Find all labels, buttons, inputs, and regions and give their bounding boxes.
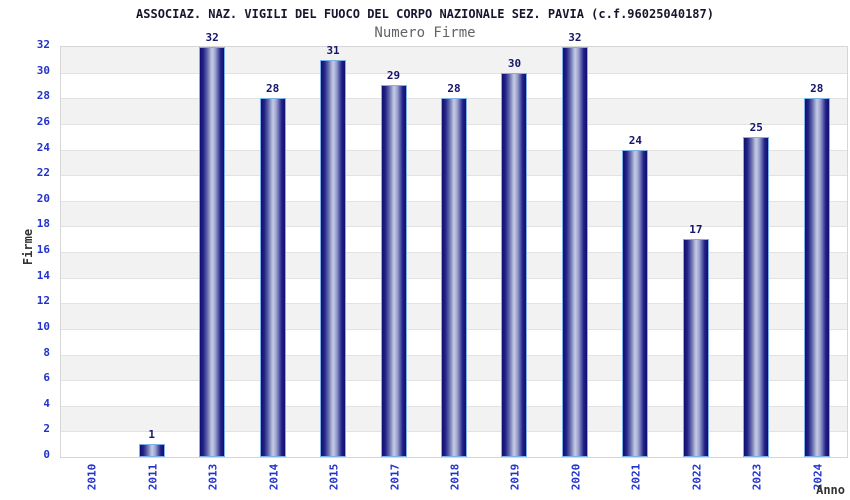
bar-2020 [561, 47, 588, 457]
chart-subtitle: Numero Firme [374, 25, 476, 41]
y-tick-label: 14 [36, 268, 50, 282]
y-tick-label: 20 [36, 191, 50, 205]
y-tick-label: 24 [36, 140, 50, 154]
plot-band [61, 72, 847, 99]
x-tick-label: 2018 [448, 463, 462, 491]
bar-value-label: 28 [447, 82, 461, 96]
bar-2017 [380, 85, 407, 457]
y-tick-label: 18 [36, 217, 50, 231]
y-tick-label: 30 [36, 63, 50, 77]
bar-2022 [682, 239, 709, 457]
x-tick-label: 2014 [267, 463, 281, 491]
y-tick-label: 4 [43, 396, 50, 410]
y-tick-label: 8 [43, 345, 50, 359]
x-tick-label: 2010 [85, 463, 99, 491]
bar-value-label: 32 [568, 31, 582, 44]
bar-2024 [803, 98, 830, 457]
bar-2014 [259, 98, 286, 457]
gridline [61, 72, 847, 74]
y-tick-label: 12 [36, 294, 50, 308]
x-tick-label: 2017 [388, 463, 402, 491]
y-tick-label: 22 [36, 166, 50, 180]
bar-value-label: 24 [628, 133, 642, 147]
x-tick-label: 2020 [569, 463, 583, 491]
bar-value-label: 17 [689, 223, 703, 237]
bar-value-label: 1 [148, 428, 155, 442]
x-tick-label: 2011 [146, 463, 160, 491]
x-tick-label: 2023 [750, 463, 764, 491]
y-tick-label: 16 [36, 243, 50, 256]
bar-2019 [501, 72, 528, 457]
x-tick-label: 2022 [690, 463, 704, 491]
x-tick-label: 2013 [206, 463, 220, 491]
bar-2013 [199, 47, 226, 457]
y-tick-label: 6 [43, 371, 50, 385]
bar-value-label: 31 [326, 43, 340, 57]
y-axis-title: Firme [21, 228, 35, 266]
bar-value-label: 28 [265, 82, 280, 96]
x-tick-label: 2019 [508, 463, 522, 491]
bar-2021 [622, 149, 649, 457]
bar-2011 [138, 444, 165, 457]
bar-value-label: 30 [507, 56, 522, 70]
bar-2018 [441, 98, 467, 457]
y-tick-label: 28 [36, 89, 50, 103]
y-tick-label: 2 [43, 422, 50, 436]
y-tick-label: 32 [36, 38, 50, 51]
x-axis-title: Anno [816, 483, 845, 497]
bar-value-label: 28 [810, 82, 824, 96]
bar-2023 [743, 136, 770, 457]
y-tick-label: 0 [43, 448, 50, 461]
plot-area: 1 32 28 31 29 28 30 32 24 17 25 28 [60, 31, 848, 458]
bar-2015 [320, 59, 347, 457]
bar-value-label: 29 [386, 69, 401, 83]
chart-title: ASSOCIAZ. NAZ. VIGILI DEL FUOCO DEL CORP… [136, 7, 714, 21]
y-tick-label: 26 [36, 114, 50, 128]
x-tick-label: 2015 [327, 463, 341, 491]
y-tick-label: 10 [36, 319, 50, 333]
bar-value-label: 25 [749, 120, 763, 134]
plot-band [61, 47, 847, 73]
bar-value-label: 32 [205, 31, 219, 44]
x-tick-label: 2021 [629, 463, 643, 491]
